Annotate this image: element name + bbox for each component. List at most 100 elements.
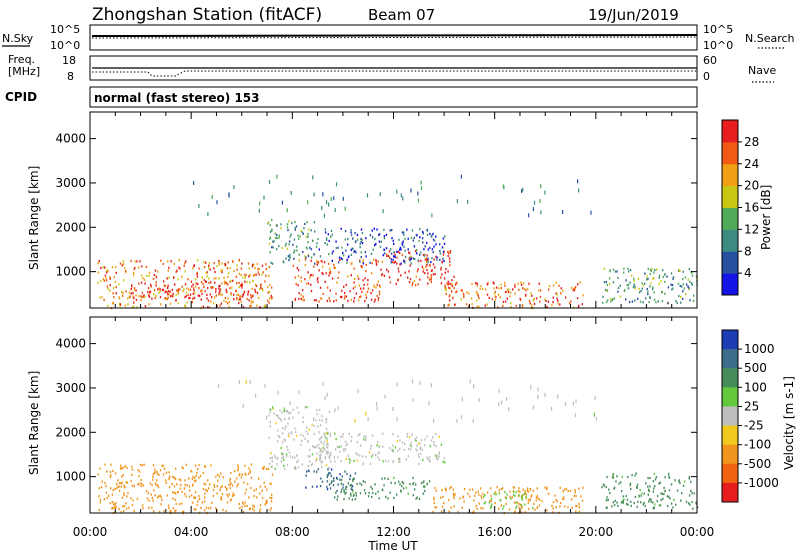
heatmap-cell <box>658 282 660 285</box>
heatmap-cell <box>397 267 400 270</box>
heatmap-cell <box>211 501 213 504</box>
heatmap-cell <box>110 474 112 477</box>
heatmap-cell <box>220 302 223 305</box>
heatmap-cell <box>662 497 664 500</box>
heatmap-cell <box>115 271 117 274</box>
heatmap-cell <box>305 486 307 489</box>
heatmap-cell <box>658 276 660 279</box>
heatmap-cell <box>637 297 639 300</box>
nave-tick-bottom: 0 <box>703 70 710 83</box>
heatmap-cell <box>613 504 616 507</box>
heatmap-cell <box>573 494 575 497</box>
heatmap-cell <box>574 491 576 494</box>
heatmap-cell <box>271 496 273 500</box>
heatmap-cell <box>281 200 283 205</box>
heatmap-cell <box>354 277 356 280</box>
heatmap-cell <box>112 302 114 305</box>
heatmap-cell <box>433 498 435 501</box>
heatmap-cell <box>100 266 102 270</box>
heatmap-cell <box>209 268 211 271</box>
heatmap-cell <box>225 288 227 291</box>
heatmap-cell <box>292 264 295 268</box>
heatmap-cell <box>243 290 246 293</box>
heatmap-cell <box>398 480 400 483</box>
heatmap-cell <box>449 282 451 285</box>
heatmap-cell <box>184 262 186 265</box>
heatmap-cell <box>226 267 229 270</box>
heatmap-cell <box>364 492 367 495</box>
heatmap-cell <box>152 277 155 280</box>
heatmap-cell <box>298 253 300 256</box>
heatmap-cell <box>122 505 124 508</box>
heatmap-cell <box>180 479 182 482</box>
heatmap-cell <box>289 235 291 238</box>
heatmap-cell <box>439 252 442 255</box>
heatmap-cell <box>139 260 141 263</box>
heatmap-cell <box>365 437 367 441</box>
heatmap-cell <box>250 476 253 479</box>
heatmap-cell <box>681 492 683 495</box>
heatmap-cell <box>434 266 436 269</box>
heatmap-cell <box>198 497 201 501</box>
heatmap-cell <box>422 492 424 495</box>
heatmap-cell <box>307 233 309 236</box>
heatmap-cell <box>419 446 422 449</box>
heatmap-cell <box>652 288 654 291</box>
heatmap-cell <box>660 492 662 495</box>
heatmap-cell <box>572 401 574 406</box>
heatmap-cell <box>184 304 186 307</box>
heatmap-cell <box>106 268 108 272</box>
heatmap-cell <box>149 292 151 295</box>
heatmap-cell <box>381 273 383 277</box>
heatmap-cell <box>344 230 347 233</box>
heatmap-cell <box>326 392 328 397</box>
heatmap-cell <box>377 298 379 302</box>
heatmap-cell <box>307 455 310 458</box>
heatmap-cell <box>140 281 143 284</box>
heatmap-cell <box>221 282 223 285</box>
heatmap-cell <box>359 246 361 249</box>
heatmap-cell <box>226 302 229 305</box>
heatmap-cell <box>141 296 143 299</box>
heatmap-cell <box>447 250 449 254</box>
heatmap-cell <box>178 478 180 481</box>
heatmap-cell <box>623 271 625 274</box>
heatmap-cell <box>228 305 230 308</box>
heatmap-cell <box>332 484 335 487</box>
velocity-colorbar-segment <box>722 463 738 484</box>
heatmap-cell <box>571 498 573 501</box>
heatmap-cell <box>362 262 365 265</box>
heatmap-cell <box>682 277 684 281</box>
heatmap-cell <box>634 285 636 288</box>
heatmap-cell <box>476 507 478 510</box>
x-tick-labels: 00:00 04:00 08:00 12:00 16:00 20:00 00:00 <box>73 525 715 539</box>
heatmap-cell <box>427 458 429 461</box>
heatmap-cell <box>493 282 495 285</box>
heatmap-cell <box>160 303 162 306</box>
heatmap-cell <box>149 290 151 293</box>
heatmap-cell <box>372 453 374 456</box>
heatmap-cell <box>552 501 555 504</box>
heatmap-cell <box>612 474 614 477</box>
heatmap-cell <box>238 502 240 505</box>
heatmap-cell <box>322 381 324 386</box>
heatmap-cell <box>532 489 534 492</box>
heatmap-cell <box>605 499 608 502</box>
heatmap-cell <box>263 195 265 200</box>
heatmap-cell <box>269 411 271 414</box>
heatmap-cell <box>544 486 546 489</box>
heatmap-cell <box>341 246 343 249</box>
heatmap-cell <box>463 488 466 491</box>
heatmap-cell <box>415 275 417 278</box>
heatmap-cell <box>401 253 404 257</box>
heatmap-cell <box>105 271 108 274</box>
cpid-panel-frame <box>89 86 698 108</box>
heatmap-cell <box>363 489 366 492</box>
heatmap-cell <box>411 433 413 436</box>
heatmap-cell <box>507 288 509 291</box>
heatmap-cell <box>235 289 237 292</box>
heatmap-cell <box>539 295 542 299</box>
nave-trace <box>92 70 697 77</box>
heatmap-cell <box>220 269 222 272</box>
